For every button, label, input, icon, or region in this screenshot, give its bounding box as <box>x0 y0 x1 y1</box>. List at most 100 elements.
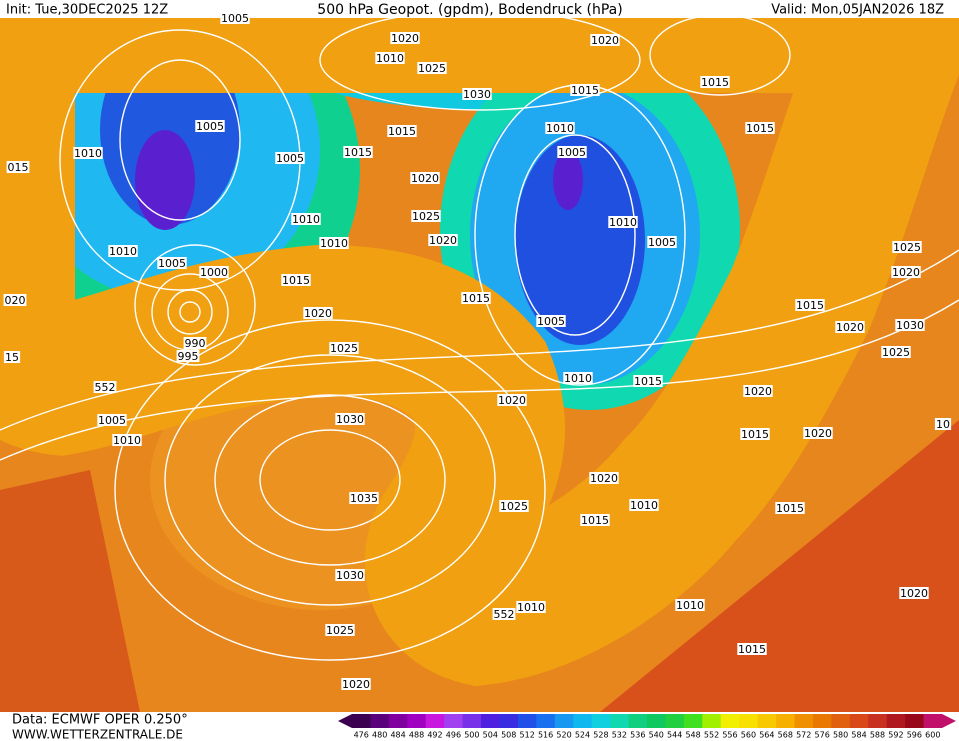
isobar-label: 1010 <box>546 122 574 135</box>
colorbar-label: 532 <box>612 731 627 740</box>
isobar-label-box <box>335 569 365 581</box>
colorbar-swatch <box>425 714 445 728</box>
colorbar-label: 552 <box>704 731 719 740</box>
colorbar-label: 524 <box>575 731 590 740</box>
isobar-label-box <box>410 172 440 184</box>
isobar-label-box <box>557 146 587 158</box>
isobar-label: 1005 <box>158 257 186 270</box>
colorbar-label: 500 <box>464 731 479 740</box>
colorbar-label: 516 <box>538 731 553 740</box>
init-time: Init: Tue,30DEC2025 12Z <box>6 3 168 18</box>
colorbar-swatch <box>831 714 851 728</box>
isobar-label: 1010 <box>113 434 141 447</box>
colorbar-swatch <box>868 714 888 728</box>
isobar-label: 1010 <box>292 213 320 226</box>
colorbar-arrow-high <box>942 714 956 728</box>
isobar-label: 990 <box>185 337 206 350</box>
isobar-label-box <box>411 210 441 222</box>
isobar-label: 1015 <box>776 502 804 515</box>
colorbar-label: 568 <box>778 731 793 740</box>
colorbar-swatch <box>647 714 666 728</box>
isobar-label-box <box>390 32 420 44</box>
isobar-label: 1015 <box>462 292 490 305</box>
isobar-label-box <box>462 88 492 100</box>
colorbar-swatch <box>776 714 795 728</box>
colorbar-swatch <box>757 714 777 728</box>
colorbar-swatch <box>536 714 556 728</box>
isobar-label: 1020 <box>804 427 832 440</box>
isobar-label: 1015 <box>746 122 774 135</box>
colorbar-swatch <box>517 714 537 728</box>
isobar-label: 1025 <box>893 241 921 254</box>
isobar-label: 1015 <box>701 76 729 89</box>
isobar-label-box <box>341 678 371 690</box>
isobar-label-box <box>835 321 865 333</box>
isobar-label-box <box>629 499 659 511</box>
isobar-label-box <box>387 125 417 137</box>
isobar-label: 995 <box>178 350 199 363</box>
isobar-label: 1010 <box>376 52 404 65</box>
colorbar-label: 520 <box>556 731 571 740</box>
isobar-label: 1020 <box>391 32 419 45</box>
isobar-label-box <box>492 608 516 620</box>
isobar-label-box <box>580 514 610 526</box>
isobar-label-box <box>803 427 833 439</box>
colorbar-label: 504 <box>483 731 498 740</box>
isobar-label: 1010 <box>609 216 637 229</box>
isobar-label-box <box>516 601 546 613</box>
colorbar-swatch <box>462 714 482 728</box>
isobar-label-box <box>303 307 333 319</box>
isobar-label-box <box>108 245 138 257</box>
isobar-label: 1025 <box>412 210 440 223</box>
colorbar-label: 540 <box>649 731 664 740</box>
colorbar-swatch <box>407 714 427 728</box>
isobar-label-box <box>795 299 825 311</box>
isobar-label: 1015 <box>741 428 769 441</box>
isobar-label: 1020 <box>892 266 920 279</box>
isobar-label-box <box>325 624 355 636</box>
data-source: Data: ECMWF OPER 0.250° <box>12 713 188 728</box>
isobar-label: 1020 <box>304 307 332 320</box>
isobar-label-box <box>745 122 775 134</box>
isobar-label-box <box>461 292 491 304</box>
isobar-label: 1020 <box>744 385 772 398</box>
isobar-label-box <box>737 643 767 655</box>
isobar-label: 1020 <box>900 587 928 600</box>
colorbar-swatch <box>739 714 759 728</box>
isobar-label-box <box>195 120 225 132</box>
isobar-label: 1005 <box>196 120 224 133</box>
colorbar-label: 548 <box>685 731 700 740</box>
isobar-label: 1015 <box>796 299 824 312</box>
isobar-label-box <box>570 84 600 96</box>
colorbar-label: 572 <box>796 731 811 740</box>
isobar-label-box <box>3 294 27 306</box>
colorbar-label: 600 <box>925 731 940 740</box>
isobar-label: 1005 <box>558 146 586 159</box>
colorbar-label: 488 <box>409 731 424 740</box>
isobar-label-box <box>590 34 620 46</box>
isobar-label-box <box>499 500 529 512</box>
isobar-label-box <box>647 236 677 248</box>
isobar-label: 1015 <box>738 643 766 656</box>
isobar-label-box <box>3 351 21 363</box>
isobar-label: 1025 <box>326 624 354 637</box>
isobar-label: 1035 <box>350 492 378 505</box>
isobar-label-box <box>157 257 187 269</box>
colorbar-label: 528 <box>593 731 608 740</box>
isobar-label-box <box>589 472 619 484</box>
map-title: 500 hPa Geopot. (gpdm), Bodendruck (hPa) <box>317 2 622 18</box>
colorbar-label: 476 <box>354 731 369 740</box>
isobar-label-box <box>740 428 770 440</box>
isobar-label: 020 <box>5 294 26 307</box>
isobar-label: 1010 <box>630 499 658 512</box>
valid-time: Valid: Mon,05JAN2026 18Z <box>771 3 944 18</box>
colorbar-swatch <box>554 714 574 728</box>
colorbar-swatch <box>628 714 648 728</box>
isobar-label: 1015 <box>282 274 310 287</box>
colorbar-label: 536 <box>630 731 645 740</box>
isobar-label: 015 <box>8 161 29 174</box>
isobar-label: 1005 <box>276 152 304 165</box>
isobar-label: 552 <box>494 608 515 621</box>
isobar-label: 15 <box>5 351 19 364</box>
